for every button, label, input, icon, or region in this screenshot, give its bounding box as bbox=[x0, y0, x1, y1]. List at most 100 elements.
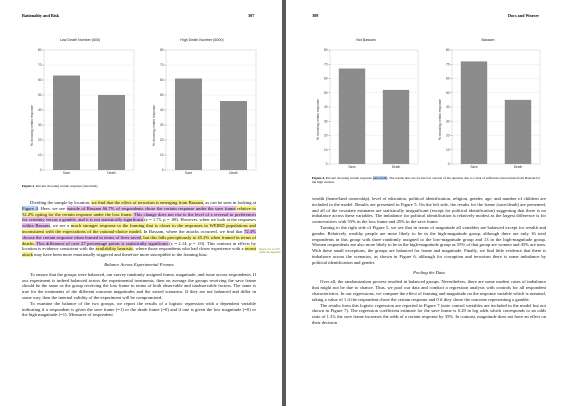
y-tick-label: 70 bbox=[160, 63, 164, 67]
chart-title: High Death Number (6000) bbox=[180, 38, 224, 42]
bar-death bbox=[220, 101, 247, 170]
y-tick-label: 0 bbox=[448, 162, 450, 166]
highlighted-text[interactable]: 72.4% choose the certain response when f… bbox=[22, 228, 256, 240]
y-tick-label: 20 bbox=[38, 138, 42, 142]
highlighted-text[interactable]: This difference of over 27 percentage po… bbox=[34, 240, 170, 246]
left-body: Dividing the sample by location, we find… bbox=[22, 200, 257, 318]
y-tick-label: 80 bbox=[446, 48, 450, 52]
y-tick-label: 60 bbox=[324, 77, 328, 81]
x-tick-label: Death bbox=[107, 171, 116, 175]
page-number: 308 bbox=[312, 13, 319, 18]
y-tick-label: 50 bbox=[160, 93, 164, 97]
x-tick-label: Save bbox=[348, 165, 355, 169]
y-tick-label: 10 bbox=[446, 148, 450, 152]
bar-chart-low-death: Low Death Number (600) % choosing certai… bbox=[24, 36, 136, 184]
bar-save bbox=[338, 68, 366, 164]
page-number: 307 bbox=[248, 13, 255, 18]
highlighted-text[interactable]: This change does not rise to the level o… bbox=[22, 211, 256, 223]
y-tick-label: 20 bbox=[446, 134, 450, 138]
y-tick-label: 0 bbox=[162, 168, 164, 172]
paragraph: The results from this logistic regressio… bbox=[312, 302, 546, 325]
bar-save bbox=[460, 61, 488, 164]
highlighted-text[interactable]: Figure 4 bbox=[22, 205, 38, 211]
bar-save bbox=[53, 75, 80, 170]
paragraph-text: , where those respondents who had closer… bbox=[133, 246, 245, 252]
paragraph-text: (z = 1.75, p = .08). However, when we lo… bbox=[144, 217, 256, 223]
y-tick-label: 80 bbox=[324, 48, 328, 52]
figure-caption: Figure 3. Percent choosing certain respo… bbox=[22, 184, 262, 188]
chart-ylabel: % choosing certain response bbox=[316, 99, 320, 140]
x-tick-label: Save bbox=[470, 165, 477, 169]
y-tick-label: 30 bbox=[160, 123, 164, 127]
y-tick-label: 20 bbox=[324, 134, 328, 138]
paragraph: To ensure that the groups were balanced,… bbox=[22, 271, 256, 300]
caption-text: Percent choosing certain response bbox=[325, 176, 373, 180]
paragraph: To examine the balance of the two groups… bbox=[22, 300, 256, 318]
y-tick-label: 30 bbox=[324, 119, 328, 123]
y-tick-label: 10 bbox=[324, 148, 328, 152]
chart-ylabel: % choosing certain response bbox=[152, 105, 156, 146]
bar-death bbox=[504, 99, 532, 164]
section-heading: Balance Across Experimental Frames bbox=[104, 261, 174, 267]
y-tick-label: 0 bbox=[326, 162, 328, 166]
y-tick-label: 10 bbox=[38, 153, 42, 157]
y-tick-label: 70 bbox=[38, 63, 42, 67]
y-tick-label: 10 bbox=[160, 153, 164, 157]
caption-text: . The results here are for the low versi… bbox=[312, 176, 541, 185]
y-tick-label: 60 bbox=[38, 78, 42, 82]
y-tick-label: 40 bbox=[446, 105, 450, 109]
y-tick-label: 0 bbox=[40, 168, 42, 172]
section-heading: Pooling the Data bbox=[413, 269, 445, 275]
left-page: Rationality and Risk 307 Low Death Numbe… bbox=[0, 0, 282, 406]
right-page: 308 Docs and Weaver Not Bassam % choosin… bbox=[286, 0, 568, 406]
paragraph-text: , we see a bbox=[49, 223, 71, 229]
chart-title: Low Death Number (600) bbox=[59, 38, 101, 42]
y-tick-label: 50 bbox=[446, 91, 450, 95]
right-body: wealth (home/land ownership), level of e… bbox=[312, 196, 546, 326]
figure-caption: Figure 4. Percent choosing certain respo… bbox=[312, 176, 544, 184]
x-tick-label: Death bbox=[392, 165, 401, 169]
running-title: Rationality and Risk bbox=[22, 13, 59, 18]
paragraph-text: Dividing the sample by location, bbox=[30, 200, 92, 205]
highlighted-text[interactable]: within Bassam bbox=[22, 223, 50, 229]
paragraph-text: as can be seen in looking at bbox=[204, 200, 256, 205]
chart-title: Not Bassam bbox=[356, 38, 376, 42]
chart-ylabel: % choosing certain response bbox=[30, 105, 34, 146]
bar-chart-high-death: High Death Number (6000) % choosing cert… bbox=[146, 36, 258, 184]
y-tick-label: 80 bbox=[38, 48, 42, 52]
x-tick-label: Death bbox=[229, 171, 238, 175]
paragraph-text: In Bassam, where the attacks occurred, w… bbox=[141, 228, 245, 234]
bar-chart-bassam: Bassam % choosing certain response 0 10 20… bbox=[432, 36, 544, 176]
paragraph: wealth (home/land ownership), level of e… bbox=[312, 196, 546, 225]
y-tick-label: 50 bbox=[324, 91, 328, 95]
highlighted-text[interactable]: much stronger response to the framing th… bbox=[22, 223, 256, 234]
caption-highlight: (terrorism) bbox=[372, 176, 388, 180]
bar-death bbox=[98, 95, 125, 170]
paragraph-text: may have been more emotionally triggered… bbox=[32, 252, 208, 258]
x-tick-label: Save bbox=[185, 171, 192, 175]
paragraph-text: . Here, we see bbox=[37, 205, 67, 211]
y-tick-label: 70 bbox=[324, 62, 328, 66]
margin-note[interactable]: Figure 4 is on 307 (triple the appeals) bbox=[259, 248, 281, 254]
y-tick-label: 50 bbox=[38, 93, 42, 97]
highlighted-text[interactable]: availability heuristic bbox=[95, 246, 134, 252]
caption-text: Percent choosing certain response (terro… bbox=[35, 184, 98, 188]
paragraph-text: (z = 2.14, p = .03). This contrast in ef… bbox=[22, 240, 256, 252]
y-tick-label: 40 bbox=[324, 105, 328, 109]
y-tick-label: 60 bbox=[446, 77, 450, 81]
paragraph: Turning to the right side of Figure 5, w… bbox=[312, 224, 546, 265]
y-tick-label: 40 bbox=[38, 108, 42, 112]
chart-title: Bassam bbox=[481, 38, 495, 42]
running-title: Docs and Weaver bbox=[508, 13, 540, 18]
y-tick-label: 30 bbox=[446, 119, 450, 123]
bar-chart-not-bassam: Not Bassam % choosing certain response 0… bbox=[310, 36, 422, 176]
bar-death bbox=[382, 89, 410, 164]
figure-label: Figure 3. bbox=[22, 184, 35, 188]
y-tick-label: 60 bbox=[160, 78, 164, 82]
highlighted-text[interactable]: outside of Bassam 66.7% of respondents c… bbox=[66, 205, 236, 211]
bar-save bbox=[175, 78, 202, 170]
highlighted-text[interactable]: we find that the effect of terrorism is … bbox=[91, 200, 205, 205]
x-tick-label: Death bbox=[514, 165, 523, 169]
paragraph-highlighted: Dividing the sample by location, we find… bbox=[22, 200, 257, 258]
y-tick-label: 40 bbox=[160, 108, 164, 112]
